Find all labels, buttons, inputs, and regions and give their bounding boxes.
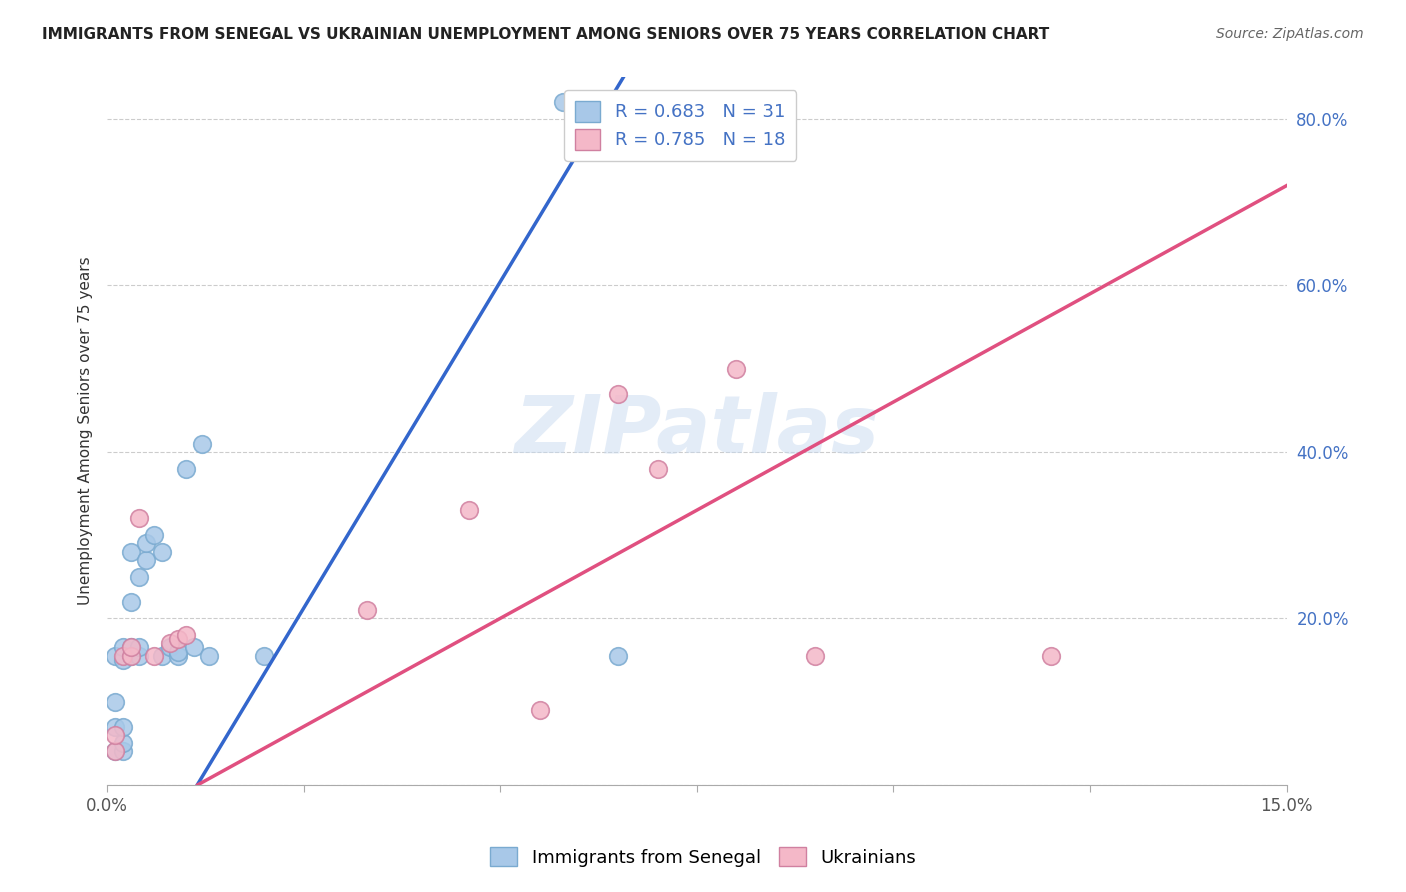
Point [190, 436, 212, 450]
Point [104, 744, 127, 758]
Point [111, 653, 134, 667]
Point [120, 648, 142, 663]
Point [607, 648, 630, 663]
Point [647, 461, 669, 475]
Point [356, 603, 378, 617]
Point [128, 640, 150, 655]
Text: Source: ZipAtlas.com: Source: ZipAtlas.com [1216, 27, 1364, 41]
Point [183, 640, 205, 655]
Point [111, 719, 134, 733]
Point [111, 648, 134, 663]
Point [104, 719, 127, 733]
Point [104, 694, 127, 708]
Point [104, 744, 127, 758]
Point [120, 640, 142, 655]
Point [128, 511, 150, 525]
Point [104, 648, 127, 663]
Point [143, 648, 166, 663]
Point [135, 536, 157, 550]
Point [120, 648, 142, 663]
Point [253, 648, 276, 663]
Point [174, 461, 197, 475]
Point [174, 628, 197, 642]
Point [120, 595, 142, 609]
Point [159, 640, 181, 655]
Point [167, 645, 190, 659]
Point [457, 503, 479, 517]
Point [150, 648, 173, 663]
Point [529, 703, 551, 717]
Point [143, 528, 166, 542]
Text: IMMIGRANTS FROM SENEGAL VS UKRAINIAN UNEMPLOYMENT AMONG SENIORS OVER 75 YEARS CO: IMMIGRANTS FROM SENEGAL VS UKRAINIAN UNE… [42, 27, 1049, 42]
Point [104, 728, 127, 742]
Point [1039, 648, 1062, 663]
Point [725, 361, 748, 376]
Point [553, 95, 575, 110]
Y-axis label: Unemployment Among Seniors over 75 years: Unemployment Among Seniors over 75 years [79, 257, 93, 606]
Point [128, 570, 150, 584]
Point [150, 545, 173, 559]
Point [128, 648, 150, 663]
Legend: R = 0.683   N = 31, R = 0.785   N = 18: R = 0.683 N = 31, R = 0.785 N = 18 [564, 90, 796, 161]
Point [120, 545, 142, 559]
Point [120, 640, 142, 655]
Point [198, 648, 221, 663]
Point [159, 636, 181, 650]
Point [804, 648, 827, 663]
Point [111, 736, 134, 750]
Point [111, 744, 134, 758]
Text: ZIPatlas: ZIPatlas [515, 392, 879, 470]
Point [607, 386, 630, 401]
Point [135, 553, 157, 567]
Point [111, 640, 134, 655]
Legend: Immigrants from Senegal, Ukrainians: Immigrants from Senegal, Ukrainians [482, 840, 924, 874]
Point [167, 648, 190, 663]
Point [167, 632, 190, 647]
